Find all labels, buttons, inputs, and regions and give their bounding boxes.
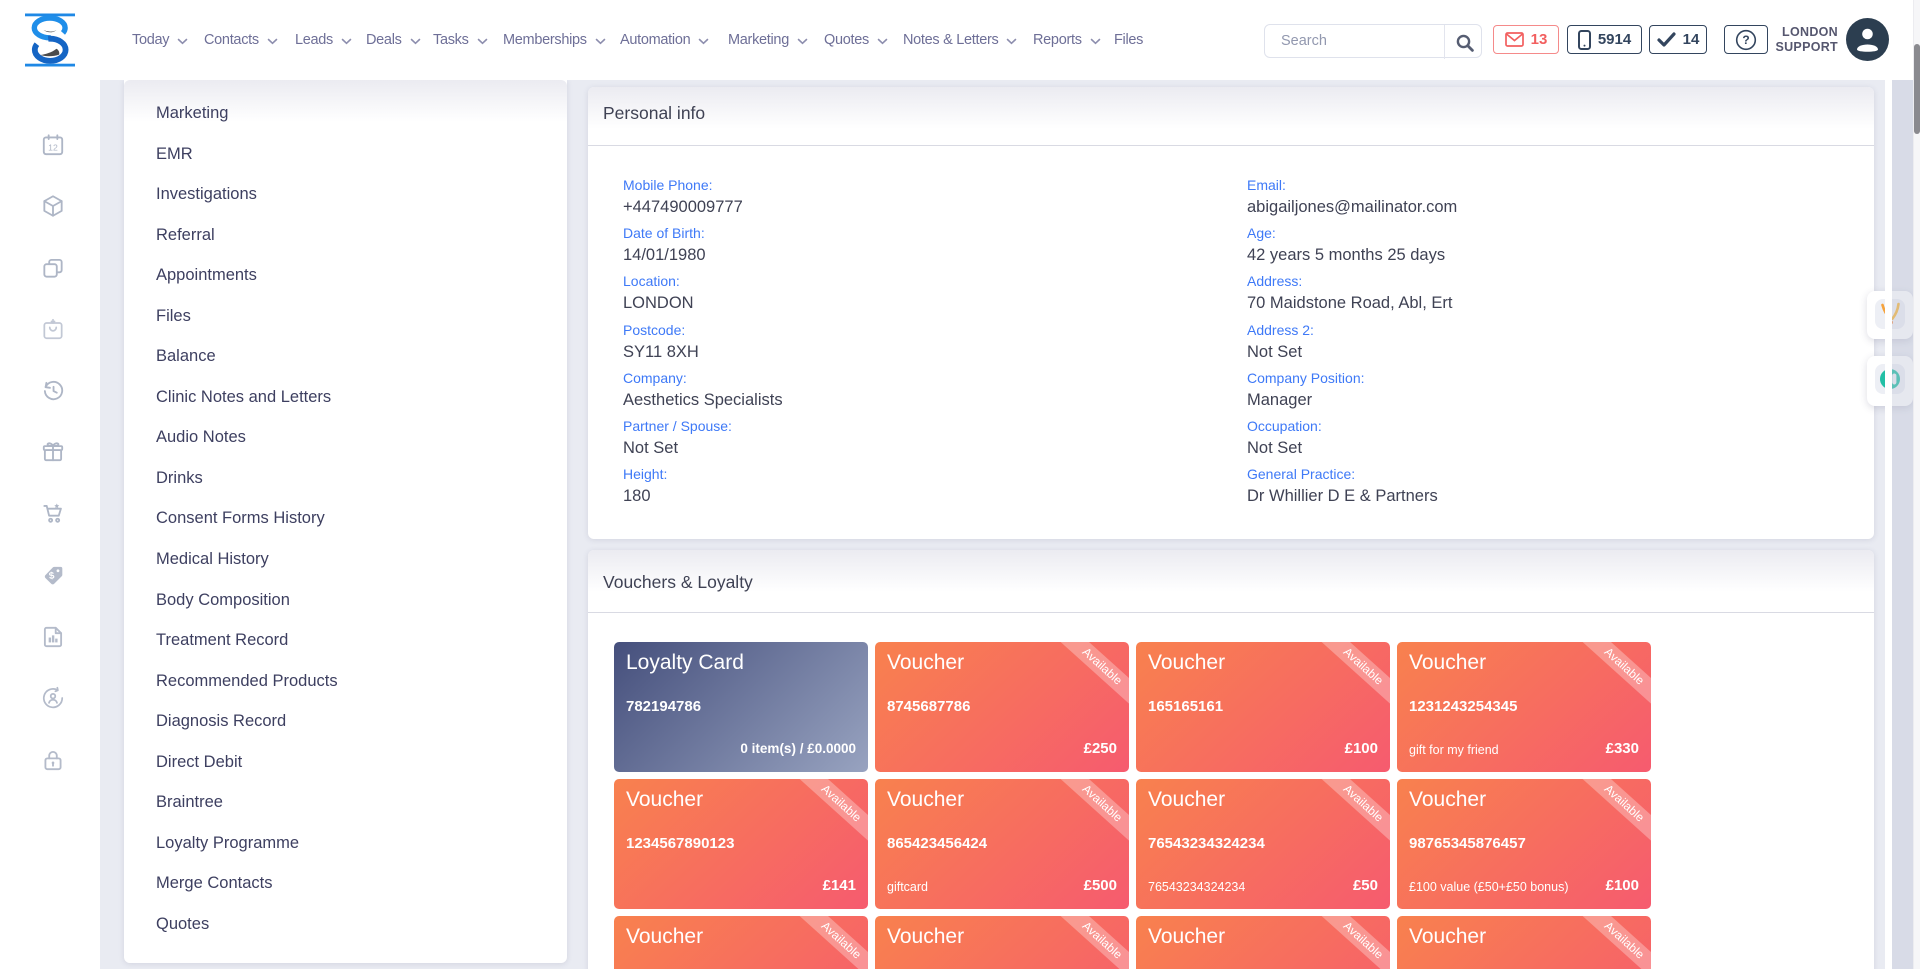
svg-text:?: ?: [1742, 33, 1749, 47]
svg-text:12: 12: [48, 142, 58, 152]
svg-text:$: $: [48, 570, 55, 582]
